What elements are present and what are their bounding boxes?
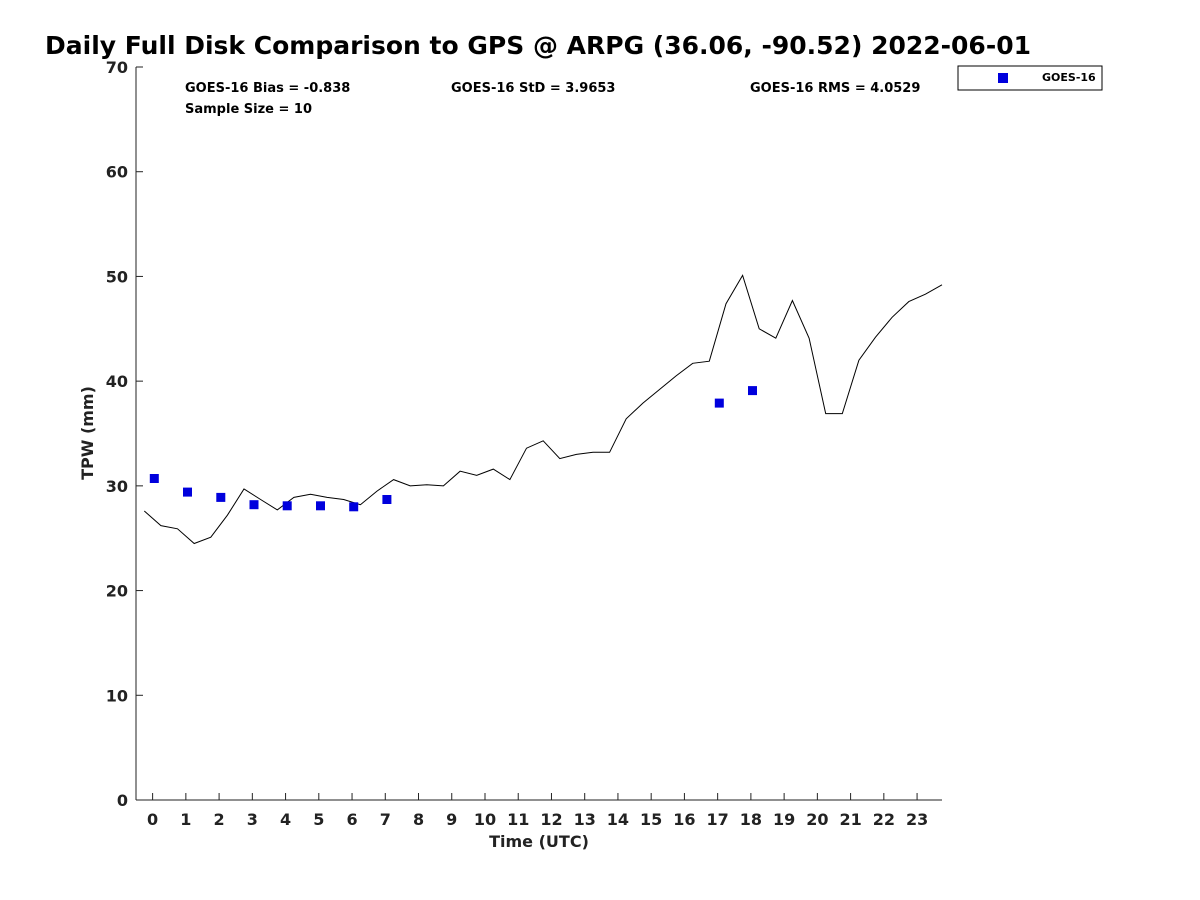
- x-tick-label: 10: [474, 810, 496, 829]
- goes16-point: [249, 500, 259, 510]
- x-tick-label: 13: [574, 810, 596, 829]
- plot-background: [136, 67, 942, 800]
- y-tick-label: 10: [106, 686, 128, 705]
- rms-stat: GOES-16 RMS = 4.0529: [750, 81, 920, 96]
- x-tick-label: 17: [707, 810, 729, 829]
- x-tick-label: 12: [540, 810, 562, 829]
- x-axis-ticks: 0 1 2 3 4 5 6 7 8 9 10 11 12 13 14 15 16 17 18 19 20 21 22 23: [147, 793, 928, 829]
- x-tick-label: 0: [147, 810, 158, 829]
- x-tick-label: 16: [673, 810, 695, 829]
- x-tick-label: 20: [806, 810, 828, 829]
- chart-title: Daily Full Disk Comparison to GPS @ ARPG…: [45, 31, 1031, 60]
- x-tick-label: 22: [873, 810, 895, 829]
- stats-annotations: GOES-16 Bias = -0.838 GOES-16 StD = 3.96…: [185, 81, 920, 117]
- legend-label-goes16: GOES-16: [1042, 71, 1096, 84]
- gps-tpw-line: [143, 274, 943, 545]
- y-axis-label: TPW (mm): [78, 386, 97, 480]
- y-tick-label: 30: [106, 477, 128, 496]
- x-tick-label: 6: [346, 810, 357, 829]
- plot-area: [135, 67, 942, 801]
- goes16-point: [282, 501, 292, 511]
- x-tick-label: 3: [247, 810, 258, 829]
- goes16-point: [183, 487, 192, 497]
- goes16-point: [216, 492, 226, 502]
- x-tick-label: 4: [280, 810, 291, 829]
- y-tick-label: 50: [106, 267, 128, 286]
- std-stat: GOES-16 StD = 3.9653: [451, 81, 615, 96]
- legend: GOES-16: [957, 65, 1103, 91]
- goes16-point: [349, 502, 359, 512]
- goes16-point: [382, 495, 392, 504]
- legend-marker-goes16: [998, 73, 1008, 83]
- goes16-point: [149, 474, 159, 483]
- x-tick-label: 8: [413, 810, 424, 829]
- x-tick-label: 11: [507, 810, 529, 829]
- goes16-points: [149, 386, 757, 512]
- x-tick-label: 1: [180, 810, 191, 829]
- x-tick-label: 19: [773, 810, 795, 829]
- y-tick-label: 60: [106, 163, 128, 182]
- y-axis-ticks: 0 10 20 30 40 50 60 70: [106, 58, 143, 810]
- x-tick-label: 23: [906, 810, 928, 829]
- x-tick-label: 15: [640, 810, 662, 829]
- goes16-point: [714, 398, 724, 408]
- y-tick-label: 20: [106, 582, 128, 601]
- y-tick-label: 0: [117, 791, 128, 810]
- x-tick-label: 9: [446, 810, 457, 829]
- x-tick-label: 5: [313, 810, 324, 829]
- x-tick-label: 21: [839, 810, 861, 829]
- x-tick-label: 18: [740, 810, 762, 829]
- y-tick-label: 70: [106, 58, 128, 77]
- legend-box: [957, 65, 1103, 91]
- x-tick-label: 14: [607, 810, 629, 829]
- y-tick-label: 40: [106, 372, 128, 391]
- x-tick-label: 2: [214, 810, 225, 829]
- x-tick-label: 7: [380, 810, 391, 829]
- goes16-point: [748, 386, 757, 396]
- bias-stat: GOES-16 Bias = -0.838: [185, 81, 350, 96]
- goes16-point: [316, 501, 325, 511]
- sample-size-stat: Sample Size = 10: [185, 102, 312, 117]
- x-axis-label: Time (UTC): [489, 832, 589, 851]
